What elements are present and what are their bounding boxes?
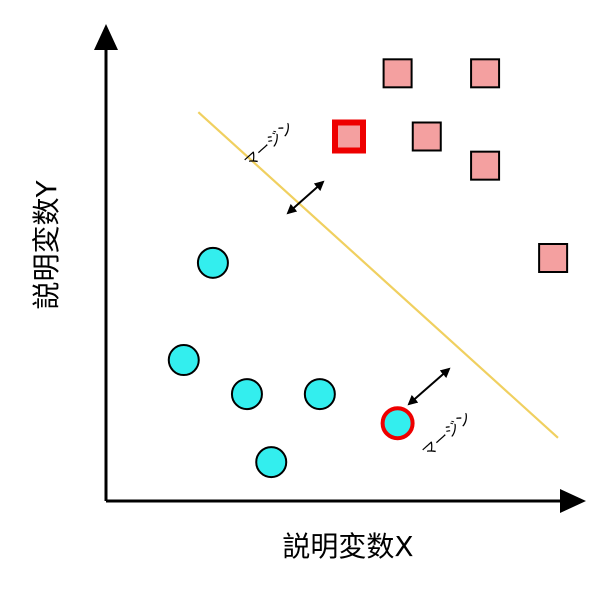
data-point-circle [167,344,200,377]
data-point-square [411,121,442,152]
support-vector-square [332,119,366,154]
x-axis-arrowhead [560,489,586,513]
decision-boundary-line [197,111,559,439]
data-point-square [538,243,569,273]
margin-arrow-top [286,180,325,215]
data-point-circle [230,378,263,411]
y-axis-arrowhead [94,24,118,50]
y-axis-label: 説明変数Y [30,180,63,310]
data-point-square [470,58,501,89]
data-point-circle [303,378,336,411]
data-point-square [382,58,413,89]
support-vector-circle [380,406,415,441]
data-point-circle [255,446,288,479]
data-point-circle [196,246,229,279]
margin-arrow-bottom [407,367,451,406]
data-points [167,58,569,479]
x-axis-label: 説明変数X [282,530,413,563]
margin-label-bottom: マージン [419,408,475,461]
margin-label-top: マージン [241,118,297,171]
data-point-square [470,150,501,181]
